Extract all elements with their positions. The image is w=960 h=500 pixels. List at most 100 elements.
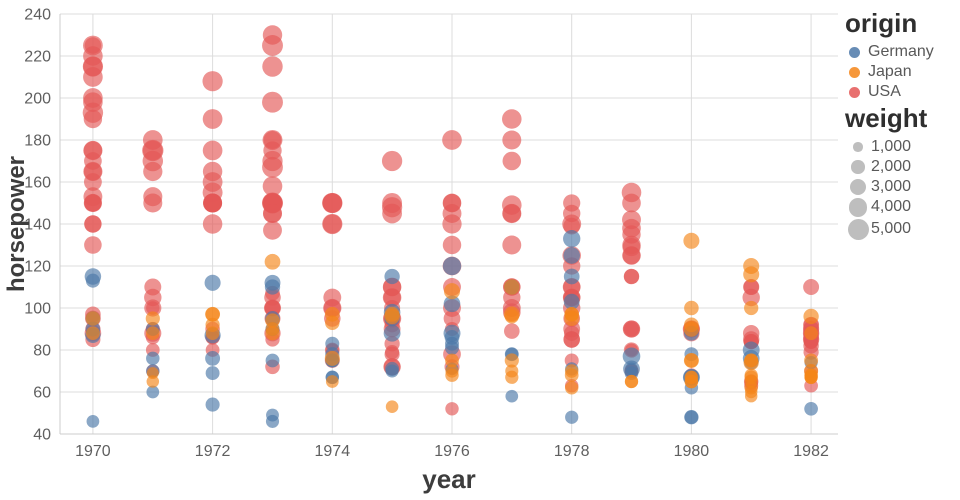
data-point bbox=[265, 326, 280, 341]
data-point bbox=[445, 368, 459, 382]
data-point bbox=[262, 176, 283, 197]
y-tick-label: 200 bbox=[24, 91, 51, 108]
weight-size-circle bbox=[849, 178, 867, 196]
data-point bbox=[83, 193, 103, 213]
data-point bbox=[324, 350, 340, 366]
data-point bbox=[563, 230, 581, 248]
data-point bbox=[146, 385, 160, 399]
data-point bbox=[262, 56, 283, 77]
data-point bbox=[684, 300, 699, 316]
data-point bbox=[384, 346, 400, 362]
data-point bbox=[442, 214, 462, 234]
x-tick-label: 1972 bbox=[195, 443, 231, 460]
data-point bbox=[743, 266, 760, 283]
data-point bbox=[83, 109, 103, 129]
data-point bbox=[202, 109, 223, 129]
data-point bbox=[804, 401, 818, 416]
weight-size-circle bbox=[851, 160, 865, 174]
x-tick-label: 1970 bbox=[75, 443, 111, 460]
data-point bbox=[623, 268, 640, 285]
data-point bbox=[443, 283, 461, 300]
data-point bbox=[262, 156, 283, 178]
x-tick-label: 1980 bbox=[674, 443, 710, 460]
origin-label: Japan bbox=[868, 63, 912, 80]
data-point bbox=[385, 364, 399, 378]
legend-weight-entry: 3,000 bbox=[845, 178, 957, 196]
data-point bbox=[205, 326, 220, 341]
data-point bbox=[265, 414, 280, 428]
data-point bbox=[564, 381, 579, 395]
data-point bbox=[322, 193, 342, 213]
data-point bbox=[205, 350, 221, 366]
data-point bbox=[325, 375, 339, 388]
data-point bbox=[143, 193, 163, 213]
data-point bbox=[565, 410, 579, 424]
data-point bbox=[383, 324, 401, 342]
data-point bbox=[563, 293, 580, 310]
data-point bbox=[445, 340, 459, 355]
origin-color-dot bbox=[849, 46, 860, 58]
legend-weight-entry: 4,000 bbox=[845, 198, 957, 217]
y-tick-label: 120 bbox=[24, 259, 51, 276]
legend: origin Germany Japan USA weight 1,000 2,000… bbox=[845, 6, 957, 242]
data-point bbox=[146, 351, 160, 366]
weight-size-circle bbox=[847, 218, 869, 240]
data-point bbox=[264, 253, 281, 270]
data-point bbox=[804, 370, 818, 384]
data-point bbox=[622, 347, 641, 366]
data-point bbox=[563, 247, 581, 264]
data-point bbox=[504, 323, 520, 339]
y-tick-label: 40 bbox=[33, 427, 51, 444]
x-axis-title: year bbox=[422, 464, 476, 494]
origin-color-dot bbox=[849, 66, 860, 78]
data-point bbox=[385, 400, 399, 413]
data-point bbox=[202, 71, 223, 92]
legend-weight-entry: 5,000 bbox=[845, 218, 957, 240]
data-point bbox=[563, 217, 581, 235]
data-point bbox=[381, 150, 403, 172]
legend-weight-entries: 1,000 2,000 3,000 4,000 5,000 bbox=[845, 138, 957, 240]
y-tick-label: 220 bbox=[24, 49, 51, 66]
legend-origin-entry: Japan bbox=[845, 63, 957, 81]
data-point bbox=[322, 213, 343, 235]
data-point bbox=[202, 214, 223, 234]
x-tick-label: 1982 bbox=[793, 443, 829, 460]
data-point bbox=[684, 353, 699, 368]
y-tick-label: 240 bbox=[24, 7, 51, 24]
legend-origin-entries: Germany Japan USA bbox=[845, 43, 957, 101]
data-point bbox=[742, 288, 760, 307]
data-point bbox=[622, 193, 641, 213]
data-point bbox=[502, 130, 522, 150]
data-point bbox=[143, 161, 163, 182]
data-point bbox=[683, 232, 700, 249]
data-point bbox=[624, 374, 639, 389]
legend-weight-title: weight bbox=[845, 103, 928, 133]
data-point bbox=[443, 295, 461, 313]
y-tick-label: 80 bbox=[33, 343, 51, 360]
data-point bbox=[83, 67, 103, 87]
data-point bbox=[86, 415, 100, 428]
data-point bbox=[744, 389, 758, 403]
legend-origin-entry: USA bbox=[845, 83, 957, 101]
data-point bbox=[83, 173, 102, 191]
data-point bbox=[684, 374, 699, 389]
data-point bbox=[502, 204, 522, 223]
data-point bbox=[502, 109, 522, 129]
y-tick-label: 140 bbox=[24, 217, 51, 234]
data-point bbox=[205, 397, 220, 412]
data-point bbox=[85, 311, 101, 326]
data-point bbox=[203, 193, 223, 213]
origin-label: USA bbox=[868, 83, 901, 100]
data-point bbox=[382, 203, 402, 224]
data-point bbox=[743, 354, 759, 371]
y-tick-label: 160 bbox=[24, 175, 51, 192]
data-point bbox=[804, 353, 819, 368]
legend-origin-title: origin bbox=[845, 8, 918, 38]
data-point bbox=[623, 321, 640, 337]
weight-label: 3,000 bbox=[871, 178, 912, 195]
data-point bbox=[684, 410, 699, 425]
origin-color-dot bbox=[849, 86, 860, 98]
data-point bbox=[84, 215, 102, 233]
data-point bbox=[86, 326, 100, 341]
